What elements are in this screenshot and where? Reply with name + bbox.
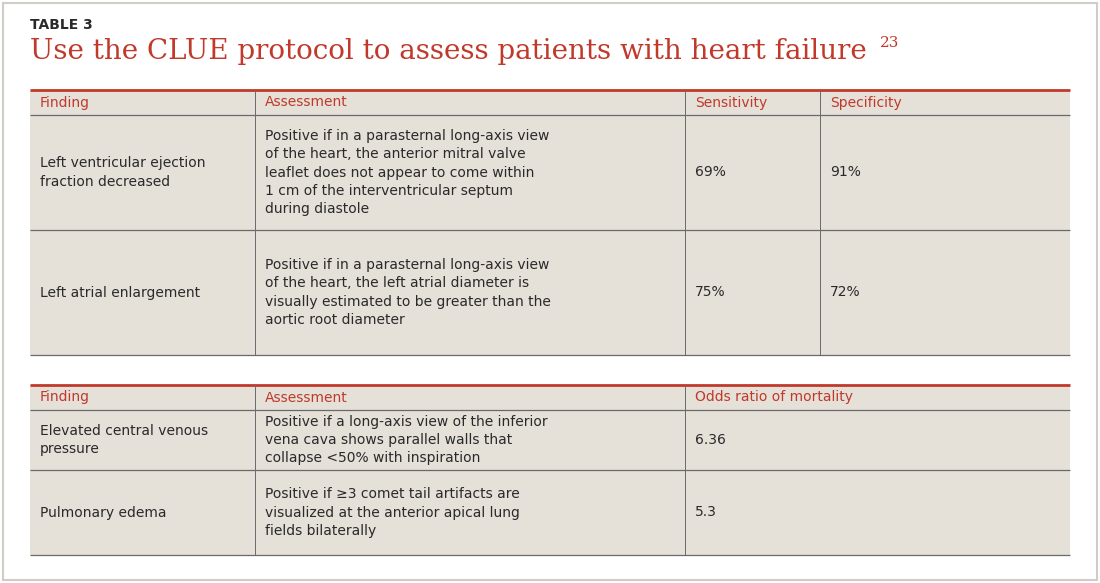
FancyBboxPatch shape (30, 115, 1070, 230)
Text: Assessment: Assessment (265, 391, 348, 405)
Text: Positive if in a parasternal long-axis view
of the heart, the anterior mitral va: Positive if in a parasternal long-axis v… (265, 129, 549, 216)
Text: Finding: Finding (40, 96, 90, 110)
Text: 75%: 75% (695, 286, 726, 300)
FancyBboxPatch shape (30, 230, 1070, 355)
Text: 6.36: 6.36 (695, 433, 726, 447)
Text: Sensitivity: Sensitivity (695, 96, 768, 110)
FancyBboxPatch shape (30, 385, 1070, 410)
FancyBboxPatch shape (3, 3, 1097, 580)
Text: Left ventricular ejection
fraction decreased: Left ventricular ejection fraction decre… (40, 156, 206, 189)
Text: 91%: 91% (830, 166, 861, 180)
FancyBboxPatch shape (30, 410, 1070, 470)
Text: Positive if in a parasternal long-axis view
of the heart, the left atrial diamet: Positive if in a parasternal long-axis v… (265, 258, 551, 327)
Text: Pulmonary edema: Pulmonary edema (40, 505, 166, 519)
Text: Positive if ≥3 comet tail artifacts are
visualized at the anterior apical lung
f: Positive if ≥3 comet tail artifacts are … (265, 487, 520, 538)
Text: 23: 23 (880, 36, 900, 50)
Text: 69%: 69% (695, 166, 726, 180)
Text: Elevated central venous
pressure: Elevated central venous pressure (40, 424, 208, 456)
Text: Use the CLUE protocol to assess patients with heart failure: Use the CLUE protocol to assess patients… (30, 38, 867, 65)
Text: 5.3: 5.3 (695, 505, 717, 519)
Text: Left atrial enlargement: Left atrial enlargement (40, 286, 200, 300)
Text: Positive if a long-axis view of the inferior
vena cava shows parallel walls that: Positive if a long-axis view of the infe… (265, 415, 548, 465)
Text: Finding: Finding (40, 391, 90, 405)
FancyBboxPatch shape (30, 470, 1070, 555)
Text: 72%: 72% (830, 286, 860, 300)
FancyBboxPatch shape (30, 90, 1070, 115)
Text: Specificity: Specificity (830, 96, 902, 110)
Text: TABLE 3: TABLE 3 (30, 18, 92, 32)
Text: Assessment: Assessment (265, 96, 348, 110)
Text: Odds ratio of mortality: Odds ratio of mortality (695, 391, 852, 405)
